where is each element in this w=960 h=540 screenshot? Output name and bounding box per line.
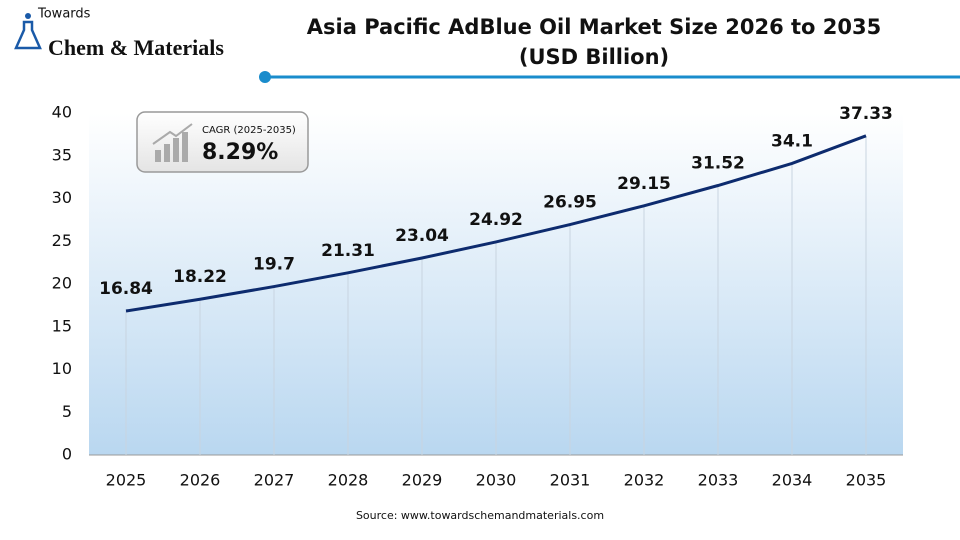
- x-tick-label: 2030: [476, 471, 517, 490]
- y-tick-label: 10: [52, 359, 72, 378]
- data-label: 26.95: [543, 193, 597, 213]
- cagr-box: CAGR (2025-2035) 8.29%: [136, 111, 309, 173]
- source: Source: www.towardschemandmaterials.com: [356, 509, 604, 522]
- logo-top: Towards: [37, 7, 91, 22]
- x-tick-label: 2035: [846, 471, 887, 490]
- logo-main: Chem & Materials: [48, 35, 224, 60]
- y-tick-label: 5: [62, 402, 72, 421]
- data-label: 29.15: [617, 174, 671, 194]
- chart-title: Asia Pacific AdBlue Oil Market Size 2026…: [307, 15, 881, 39]
- data-label: 16.84: [99, 279, 153, 299]
- data-label: 18.22: [173, 267, 227, 287]
- data-label: 34.1: [771, 131, 813, 151]
- y-tick-label: 20: [52, 274, 72, 293]
- line: [125, 134, 867, 313]
- x-tick-label: 2034: [772, 471, 813, 490]
- logo: Towards Chem & Materials: [14, 7, 224, 60]
- x-tick-label: 2027: [254, 471, 295, 490]
- x-tick-label: 2029: [402, 471, 443, 490]
- y-tick-label: 15: [52, 316, 72, 335]
- x-tick-label: 2031: [550, 471, 591, 490]
- cagr-icon: [173, 138, 179, 162]
- logo-icon: [14, 20, 42, 50]
- cagr-icon: [155, 150, 161, 162]
- y-tick-label: 0: [62, 445, 72, 464]
- data-label: 37.33: [839, 104, 893, 124]
- cagr-icon: [182, 132, 188, 162]
- data-label: 19.7: [253, 255, 295, 275]
- y-tick-label: 35: [52, 145, 72, 164]
- logo-dot: [25, 13, 31, 19]
- x-tick-label: 2026: [180, 471, 221, 490]
- data-label: 23.04: [395, 226, 449, 246]
- cagr-label: CAGR (2025-2035): [202, 125, 296, 136]
- data-label: 21.31: [321, 241, 375, 261]
- cagr-icon: [152, 123, 193, 145]
- x-tick-label: 2025: [106, 471, 147, 490]
- y-tick-label: 40: [52, 103, 72, 122]
- cagr-frame: [136, 111, 309, 173]
- chart-subtitle: (USD Billion): [519, 45, 669, 69]
- y-tick-label: 30: [52, 188, 72, 207]
- x-tick-label: 2032: [624, 471, 665, 490]
- data-label: 24.92: [469, 210, 523, 230]
- cagr-value: 8.29%: [202, 140, 278, 165]
- data-label: 31.52: [691, 154, 745, 174]
- x-tick-label: 2033: [698, 471, 739, 490]
- y-tick-label: 25: [52, 231, 72, 250]
- x-tick-label: 2028: [328, 471, 369, 490]
- cagr-icon: [164, 144, 170, 162]
